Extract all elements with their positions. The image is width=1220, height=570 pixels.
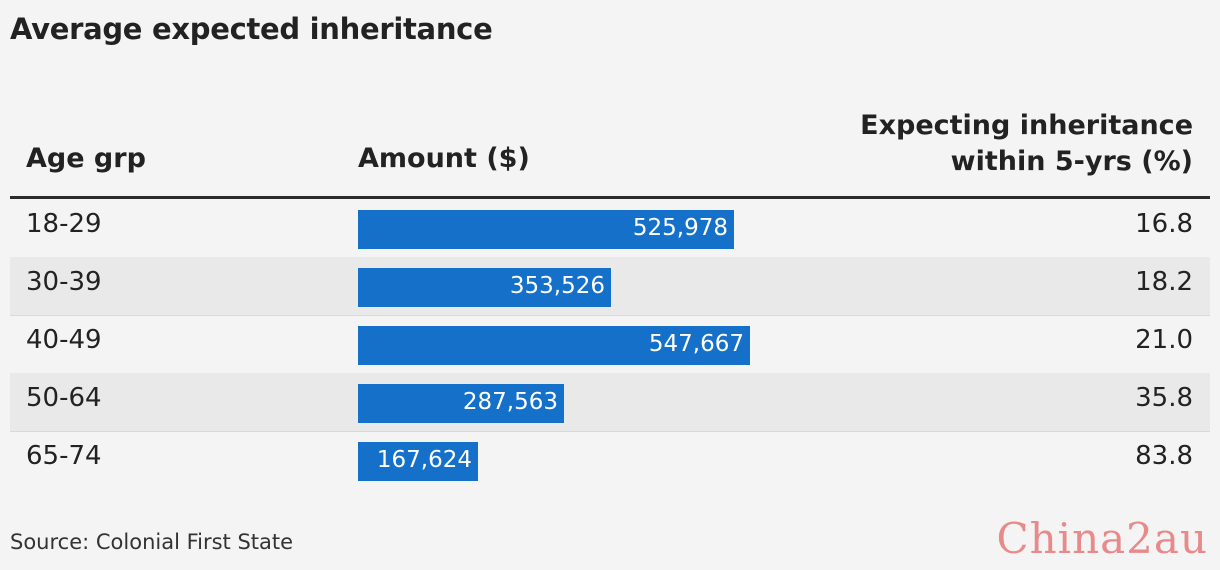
age-group-label: 18-29 — [26, 209, 102, 239]
age-group-label: 40-49 — [26, 325, 102, 355]
pct-value: 21.0 — [1135, 325, 1193, 355]
amount-bar: 287,563 — [358, 384, 564, 423]
amount-bar: 525,978 — [358, 210, 734, 249]
age-group-label: 50-64 — [26, 383, 102, 413]
pct-value: 83.8 — [1135, 441, 1193, 471]
pct-value: 16.8 — [1135, 209, 1193, 239]
age-group-label: 30-39 — [26, 267, 102, 297]
pct-value: 35.8 — [1135, 383, 1193, 413]
table-row: 18-29 525,978 16.8 — [10, 199, 1210, 258]
table-row: 40-49 547,667 21.0 — [10, 315, 1210, 374]
table-row: 65-74 167,624 83.8 — [10, 431, 1210, 489]
table-row: 50-64 287,563 35.8 — [10, 373, 1210, 432]
watermark: China2au — [996, 514, 1208, 563]
chart-title: Average expected inheritance — [10, 12, 493, 46]
amount-bar: 167,624 — [358, 442, 478, 481]
pct-value: 18.2 — [1135, 267, 1193, 297]
amount-bar-label: 547,667 — [648, 331, 744, 357]
amount-bar-label: 353,526 — [509, 273, 605, 299]
header-rule — [10, 196, 1210, 199]
header-amount: Amount ($) — [358, 143, 530, 174]
amount-bar: 353,526 — [358, 268, 611, 307]
amount-bar: 547,667 — [358, 326, 750, 365]
source-note: Source: Colonial First State — [10, 530, 294, 554]
age-group-label: 65-74 — [26, 441, 102, 471]
table-row: 30-39 353,526 18.2 — [10, 257, 1210, 316]
header-pct-line1: Expecting inheritance — [860, 110, 1193, 141]
header-age-group: Age grp — [26, 143, 146, 174]
header-expecting-pct: Expecting inheritance within 5-yrs (%) — [860, 108, 1193, 180]
header-pct-line2: within 5-yrs (%) — [950, 146, 1193, 177]
amount-bar-label: 287,563 — [462, 389, 558, 415]
amount-bar-label: 525,978 — [632, 215, 728, 241]
amount-bar-label: 167,624 — [376, 447, 472, 473]
